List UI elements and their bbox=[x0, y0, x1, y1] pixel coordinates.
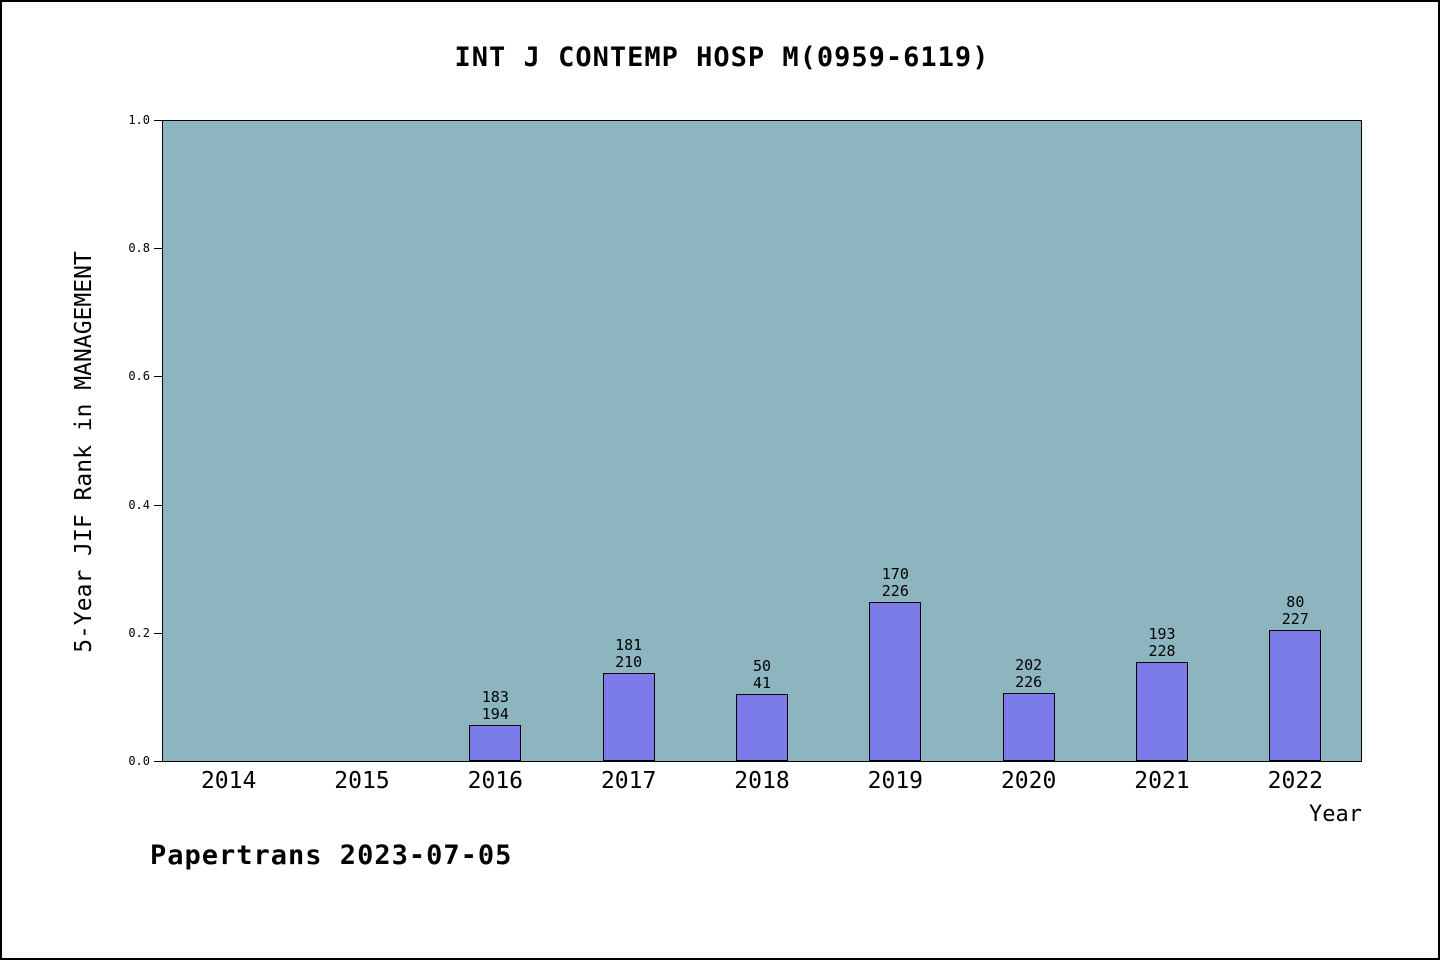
y-tick-mark bbox=[154, 761, 162, 762]
y-tick-label: 0.6 bbox=[128, 369, 150, 384]
y-tick-mark bbox=[154, 376, 162, 378]
y-axis-label: 5-Year JIF Rank in MANAGEMENT bbox=[71, 251, 97, 653]
x-tick-label: 2022 bbox=[1267, 768, 1324, 794]
y-tick-label: 0.2 bbox=[128, 625, 150, 640]
x-tick-label: 2021 bbox=[1134, 768, 1190, 794]
bar bbox=[469, 725, 522, 761]
bar bbox=[1136, 662, 1188, 761]
x-tick-label: 2019 bbox=[867, 768, 924, 794]
bar bbox=[1002, 693, 1055, 761]
bar bbox=[736, 694, 788, 761]
x-tick-label: 2018 bbox=[734, 768, 790, 794]
bar-label: 183 194 bbox=[481, 687, 509, 723]
bar-label: 181 210 bbox=[615, 635, 643, 671]
y-tick-mark bbox=[154, 120, 162, 121]
bar-label: 202 226 bbox=[1015, 655, 1043, 691]
x-tick-label: 2015 bbox=[334, 768, 390, 794]
x-tick-label: 2016 bbox=[467, 768, 524, 794]
bar bbox=[1269, 630, 1322, 761]
x-tick-label: 2017 bbox=[600, 768, 657, 794]
x-tick-label: 2020 bbox=[1000, 768, 1057, 794]
y-tick-mark bbox=[154, 504, 162, 506]
y-tick-mark bbox=[154, 632, 162, 634]
bar-label: 170 226 bbox=[881, 564, 909, 600]
y-tick-label: 0.0 bbox=[128, 754, 150, 768]
chart-title: INT J CONTEMP HOSP M(0959-6119) bbox=[454, 42, 990, 73]
y-tick-mark bbox=[154, 248, 162, 250]
bar-label: 193 228 bbox=[1148, 624, 1176, 660]
x-axis-label: Year bbox=[1309, 802, 1362, 827]
bar bbox=[869, 602, 922, 761]
x-tick-label: 2014 bbox=[200, 768, 257, 794]
y-tick-label: 1.0 bbox=[128, 113, 150, 127]
y-tick-label: 0.4 bbox=[128, 497, 150, 512]
footer-watermark: Papertrans 2023-07-05 bbox=[150, 840, 513, 871]
bar bbox=[602, 673, 655, 761]
plot-area: 183 194 181 210 50 41 170 226 202 226 193 228… bbox=[162, 120, 1362, 762]
bar-label: 50 41 bbox=[752, 656, 772, 692]
bar-label: 80 227 bbox=[1281, 592, 1309, 628]
y-tick-label: 0.8 bbox=[128, 241, 150, 256]
